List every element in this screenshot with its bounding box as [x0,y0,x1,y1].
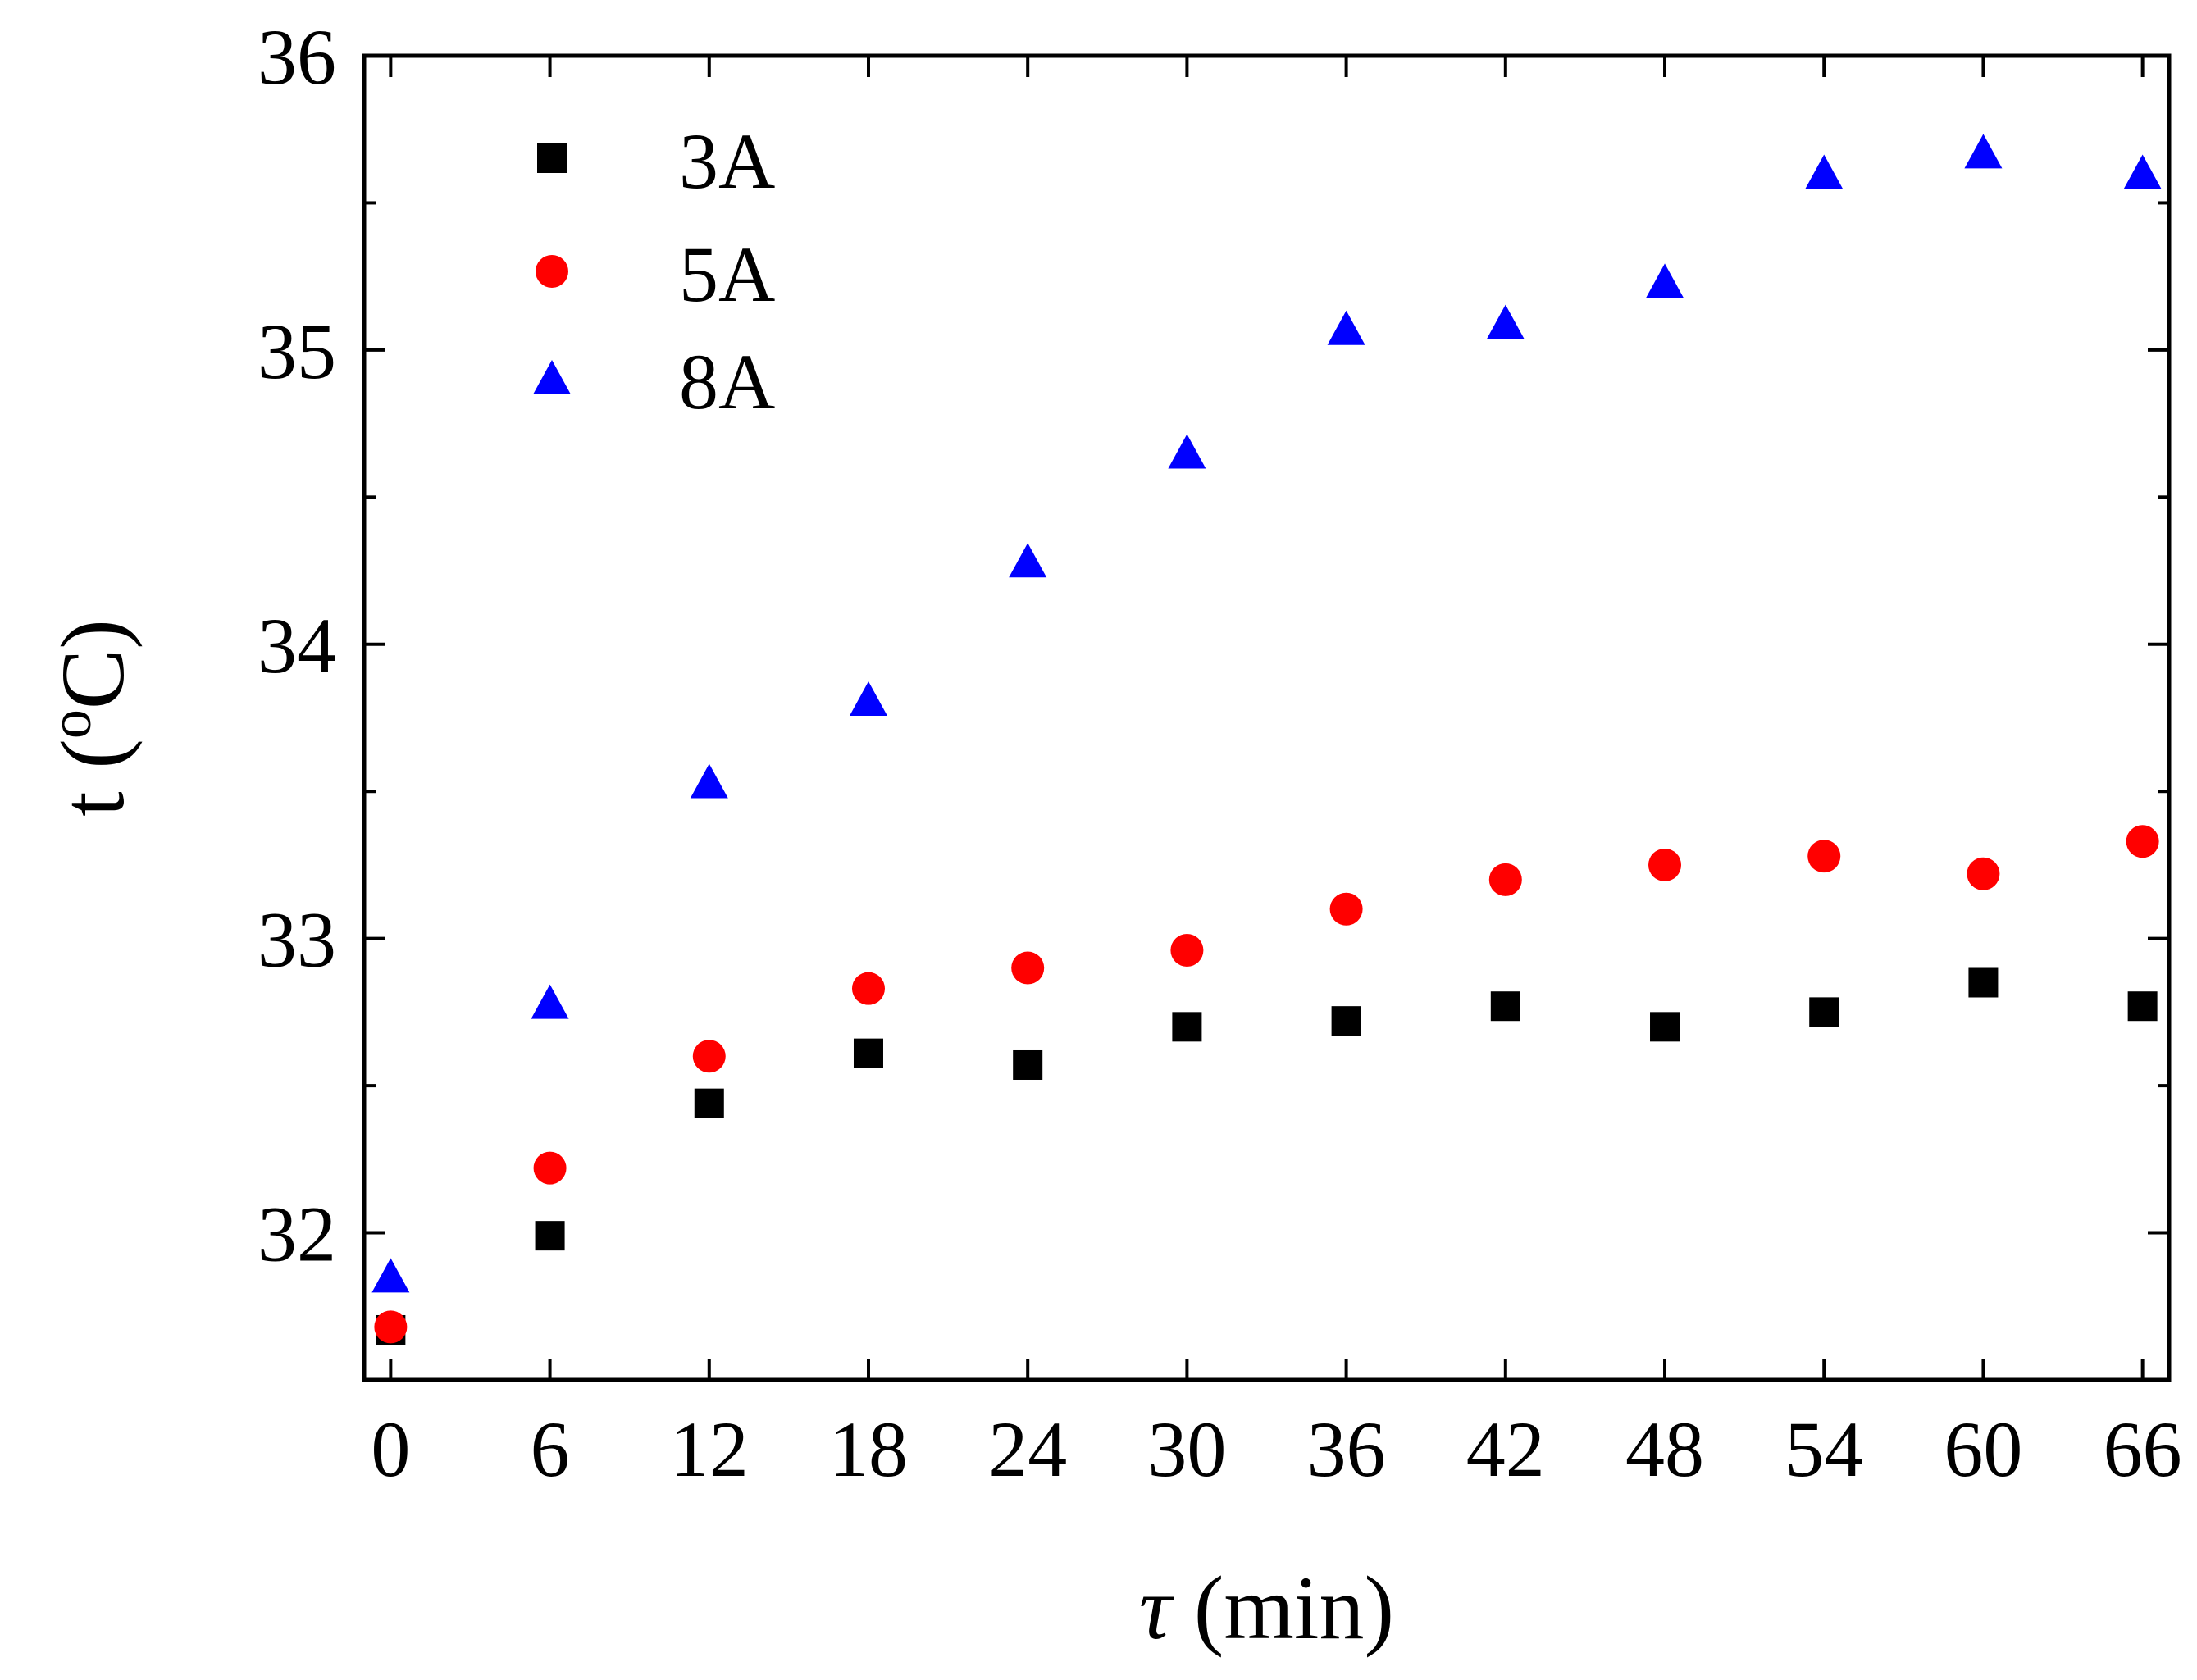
x-tick-label-36: 36 [1307,1405,1386,1493]
data-point-8A-24 [1009,543,1047,578]
data-point-5A-42 [1488,863,1522,896]
legend-marker-8A [533,360,571,394]
x-tick-label-48: 48 [1625,1405,1704,1493]
data-point-8A-30 [1168,434,1206,469]
y-tick-label-34: 34 [258,602,336,690]
x-tick-label-24: 24 [988,1405,1067,1493]
y-tick-label-35: 35 [258,307,336,395]
data-point-5A-24 [1011,951,1045,985]
legend-marker-3A [537,143,567,173]
plot-area [371,134,2162,1345]
data-point-5A-54 [1807,840,1841,873]
y-tick-label-36: 36 [258,13,336,101]
x-tick-label-6: 6 [531,1405,570,1493]
data-point-8A-42 [1486,304,1525,339]
x-tick-label-66: 66 [2104,1405,2182,1493]
data-point-3A-6 [535,1221,565,1251]
data-point-3A-30 [1172,1012,1202,1042]
data-point-8A-6 [531,984,569,1019]
legend-marker-5A [536,255,568,288]
x-axis-title: τ (min) [1139,1558,1394,1658]
data-point-5A-60 [1967,857,2000,890]
y-tick-label-32: 32 [258,1191,336,1278]
data-point-3A-24 [1013,1049,1043,1080]
x-tick-label-18: 18 [829,1405,908,1493]
axes: 0 6 12 18 24 30 36 42 48 54 60 66 32 33 34 35 36 τ (min) t… [38,13,2182,1658]
data-point-8A-66 [2123,154,2162,189]
data-point-8A-36 [1327,310,1365,345]
data-point-8A-60 [1964,134,2003,169]
legend-label-3A: 3A [679,117,775,205]
data-point-5A-30 [1170,934,1204,967]
data-point-5A-6 [533,1151,567,1185]
data-point-8A-0 [371,1258,410,1293]
data-point-3A-42 [1490,991,1520,1022]
x-tick-label-12: 12 [670,1405,749,1493]
legend-label-5A: 5A [679,230,775,318]
plot-frame [362,53,2172,1382]
data-point-5A-0 [374,1310,408,1344]
data-point-5A-12 [692,1040,726,1073]
data-point-3A-60 [1968,967,1999,998]
data-point-8A-18 [849,681,887,716]
data-point-3A-48 [1650,1012,1680,1042]
data-point-8A-12 [690,763,728,799]
legend: 3A 5A 8A [533,117,775,426]
data-point-8A-54 [1805,154,1844,189]
data-point-5A-48 [1648,848,1682,881]
data-point-8A-48 [1646,263,1684,298]
data-point-5A-18 [851,972,885,1005]
y-tick-label-33: 33 [258,896,336,984]
x-tick-label-0: 0 [371,1405,410,1493]
legend-label-8A: 8A [679,338,775,426]
data-point-5A-36 [1329,892,1363,926]
data-point-3A-36 [1331,1006,1361,1036]
x-tick-label-60: 60 [1944,1405,2022,1493]
x-tick-label-42: 42 [1466,1405,1545,1493]
data-point-3A-66 [2127,991,2158,1022]
data-point-3A-18 [853,1038,883,1068]
x-tick-label-30: 30 [1147,1405,1226,1493]
y-axis-title: t (oC) [38,619,143,817]
x-tick-label-54: 54 [1784,1405,1863,1493]
data-point-3A-54 [1809,997,1839,1027]
data-point-5A-66 [2126,825,2159,858]
data-point-3A-12 [694,1088,724,1118]
